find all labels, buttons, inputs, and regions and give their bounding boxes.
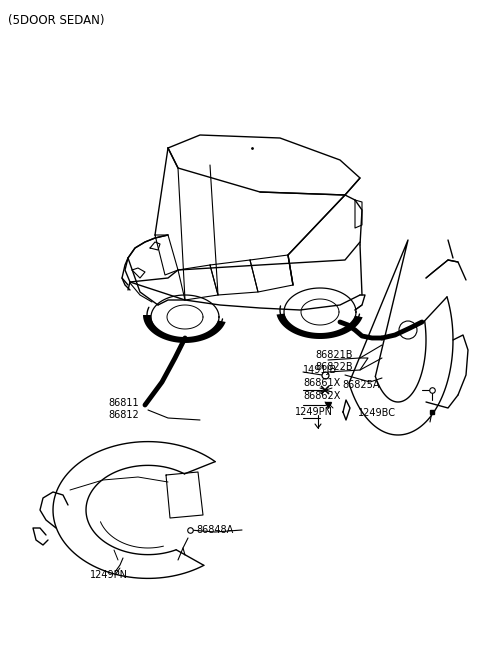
Text: 1491JB: 1491JB [303, 365, 337, 375]
Text: 86821B: 86821B [315, 350, 352, 360]
Text: 86825A: 86825A [342, 380, 380, 390]
Text: 1249BC: 1249BC [358, 408, 396, 418]
Text: 86811: 86811 [108, 398, 139, 408]
Text: 1249PN: 1249PN [90, 570, 128, 580]
Text: 86848A: 86848A [196, 525, 233, 535]
Polygon shape [276, 314, 362, 339]
Text: 1249PN: 1249PN [295, 407, 333, 417]
Polygon shape [143, 315, 226, 343]
Text: 86812: 86812 [108, 410, 139, 420]
Text: 86861X: 86861X [303, 378, 340, 388]
Text: 86862X: 86862X [303, 391, 340, 401]
Text: (5DOOR SEDAN): (5DOOR SEDAN) [8, 14, 105, 27]
Text: 86822B: 86822B [315, 362, 353, 372]
